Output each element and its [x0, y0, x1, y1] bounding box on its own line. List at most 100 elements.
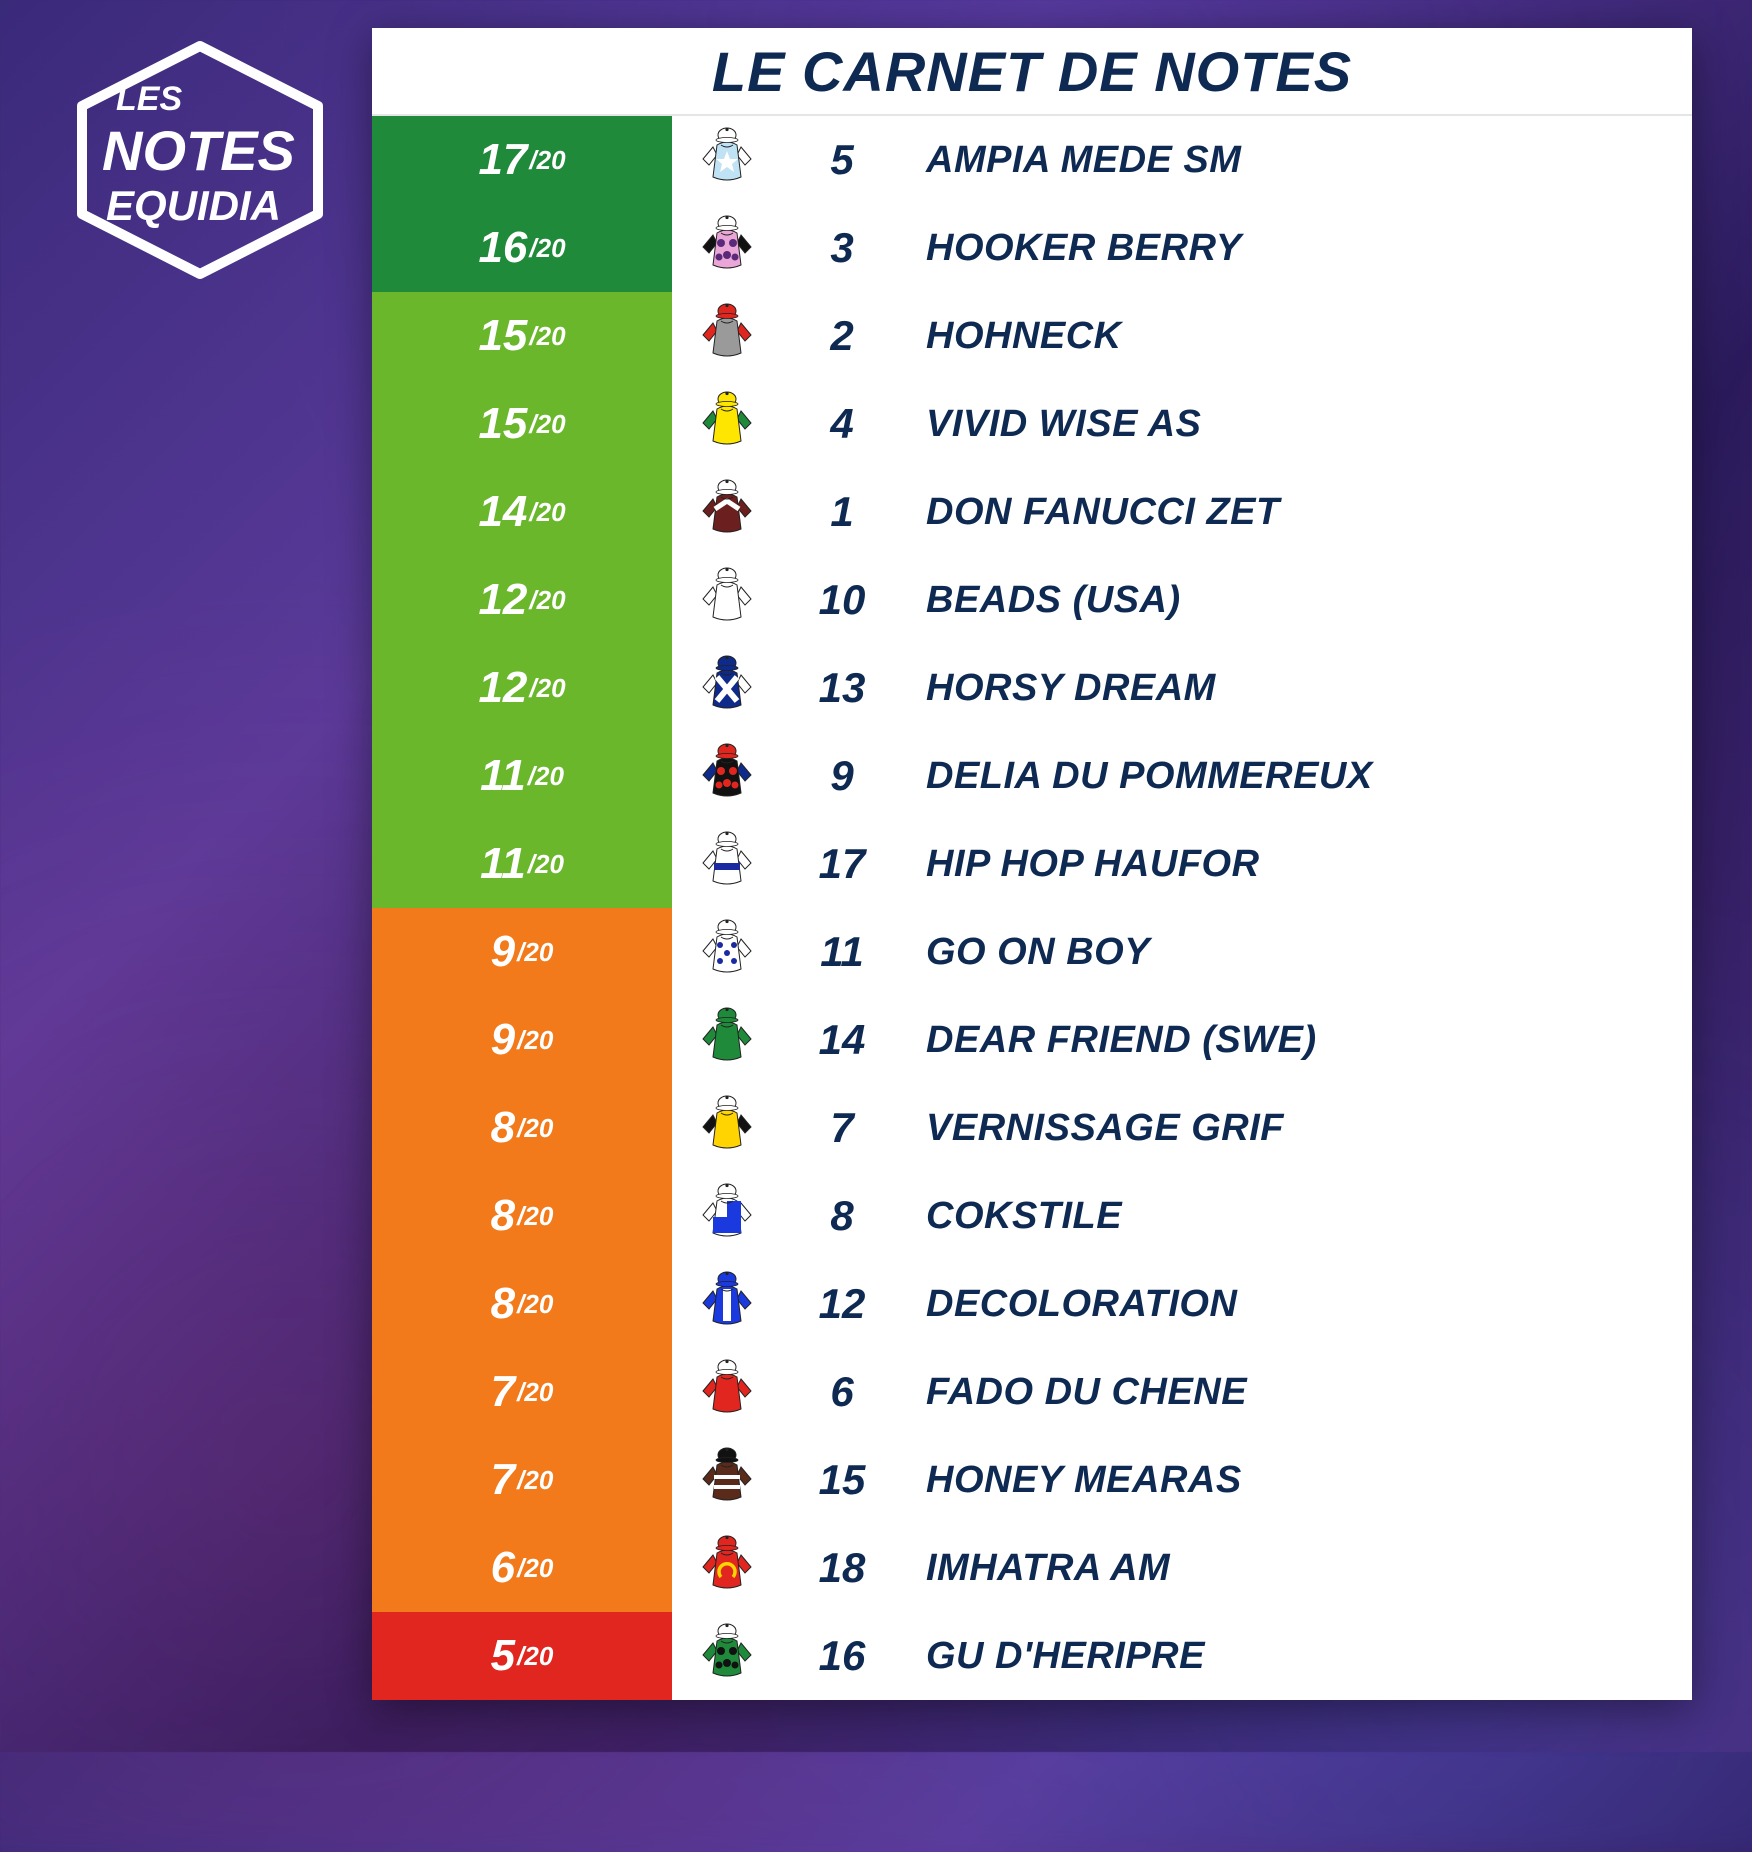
- score-max: /20: [517, 1201, 553, 1232]
- horse-name: HOOKER BERRY: [902, 204, 1692, 292]
- horse-name: DECOLORATION: [902, 1260, 1692, 1348]
- horse-number: 9: [782, 732, 902, 820]
- score-value: 14: [478, 487, 527, 537]
- score-max: /20: [529, 409, 565, 440]
- table-row: 16/20 3HOOKER BERRY: [372, 204, 1692, 292]
- table-row: 12/20 10BEADS (USA): [372, 556, 1692, 644]
- score-value: 8: [491, 1191, 515, 1241]
- table-row: 15/20 2HOHNECK: [372, 292, 1692, 380]
- score-cell: 14/20: [372, 468, 672, 556]
- score-value: 12: [478, 663, 527, 713]
- score-cell: 9/20: [372, 996, 672, 1084]
- horse-number: 1: [782, 468, 902, 556]
- score-max: /20: [529, 585, 565, 616]
- table-row: 8/20 7VERNISSAGE GRIF: [372, 1084, 1692, 1172]
- score-value: 11: [480, 839, 526, 889]
- notes-card: LE CARNET DE NOTES 17/20 5AMPIA MEDE SM1…: [372, 28, 1692, 1700]
- horse-number: 18: [782, 1524, 902, 1612]
- equidia-notes-logo: LES NOTES EQUIDIA: [60, 40, 340, 285]
- jockey-silk-icon: [672, 1348, 782, 1436]
- horse-number: 16: [782, 1612, 902, 1700]
- horse-number: 12: [782, 1260, 902, 1348]
- horse-name: VIVID WISE AS: [902, 380, 1692, 468]
- score-cell: 15/20: [372, 292, 672, 380]
- score-value: 7: [491, 1367, 515, 1417]
- score-cell: 12/20: [372, 556, 672, 644]
- notes-rows: 17/20 5AMPIA MEDE SM16/20 3HOOKER BERRY1…: [372, 116, 1692, 1700]
- score-cell: 11/20: [372, 732, 672, 820]
- logo-line3: EQUIDIA: [106, 182, 281, 230]
- score-value: 6: [491, 1543, 515, 1593]
- table-row: 9/20 11GO ON BOY: [372, 908, 1692, 996]
- score-max: /20: [517, 1377, 553, 1408]
- score-max: /20: [529, 673, 565, 704]
- jockey-silk-icon: [672, 204, 782, 292]
- jockey-silk-icon: [672, 1524, 782, 1612]
- horse-number: 8: [782, 1172, 902, 1260]
- jockey-silk-icon: [672, 732, 782, 820]
- horse-name: GO ON BOY: [902, 908, 1692, 996]
- horse-number: 4: [782, 380, 902, 468]
- jockey-silk-icon: [672, 116, 782, 204]
- score-value: 12: [478, 575, 527, 625]
- score-cell: 8/20: [372, 1084, 672, 1172]
- card-title: LE CARNET DE NOTES: [372, 28, 1692, 116]
- horse-number: 11: [782, 908, 902, 996]
- horse-name: AMPIA MEDE SM: [902, 116, 1692, 204]
- table-row: 7/20 15HONEY MEARAS: [372, 1436, 1692, 1524]
- score-max: /20: [529, 145, 565, 176]
- jockey-silk-icon: [672, 380, 782, 468]
- jockey-silk-icon: [672, 996, 782, 1084]
- horse-name: DELIA DU POMMEREUX: [902, 732, 1692, 820]
- horse-name: DEAR FRIEND (SWE): [902, 996, 1692, 1084]
- score-max: /20: [528, 761, 564, 792]
- jockey-silk-icon: [672, 1260, 782, 1348]
- table-row: 5/20 16GU D'HERIPRE: [372, 1612, 1692, 1700]
- table-row: 14/20 1DON FANUCCI ZET: [372, 468, 1692, 556]
- score-value: 15: [478, 311, 527, 361]
- score-cell: 17/20: [372, 116, 672, 204]
- score-value: 9: [491, 1015, 515, 1065]
- logo-line1: LES: [116, 80, 182, 118]
- table-row: 11/20 9DELIA DU POMMEREUX: [372, 732, 1692, 820]
- table-row: 9/20 14DEAR FRIEND (SWE): [372, 996, 1692, 1084]
- score-value: 8: [491, 1279, 515, 1329]
- table-row: 8/20 12DECOLORATION: [372, 1260, 1692, 1348]
- score-cell: 7/20: [372, 1436, 672, 1524]
- score-max: /20: [517, 1289, 553, 1320]
- horse-name: GU D'HERIPRE: [902, 1612, 1692, 1700]
- table-row: 8/20 8COKSTILE: [372, 1172, 1692, 1260]
- score-cell: 11/20: [372, 820, 672, 908]
- score-cell: 8/20: [372, 1260, 672, 1348]
- table-row: 15/20 4VIVID WISE AS: [372, 380, 1692, 468]
- score-max: /20: [517, 937, 553, 968]
- score-cell: 5/20: [372, 1612, 672, 1700]
- score-value: 17: [478, 135, 527, 185]
- horse-number: 2: [782, 292, 902, 380]
- horse-number: 13: [782, 644, 902, 732]
- score-max: /20: [517, 1465, 553, 1496]
- score-max: /20: [528, 849, 564, 880]
- horse-number: 14: [782, 996, 902, 1084]
- horse-number: 10: [782, 556, 902, 644]
- score-max: /20: [517, 1641, 553, 1672]
- score-value: 16: [478, 223, 527, 273]
- score-value: 15: [478, 399, 527, 449]
- horse-name: DON FANUCCI ZET: [902, 468, 1692, 556]
- horse-name: FADO DU CHENE: [902, 1348, 1692, 1436]
- score-value: 11: [480, 751, 526, 801]
- score-max: /20: [529, 233, 565, 264]
- score-cell: 9/20: [372, 908, 672, 996]
- score-max: /20: [529, 321, 565, 352]
- score-cell: 12/20: [372, 644, 672, 732]
- horse-name: VERNISSAGE GRIF: [902, 1084, 1692, 1172]
- score-max: /20: [517, 1113, 553, 1144]
- horse-number: 15: [782, 1436, 902, 1524]
- horse-name: IMHATRA AM: [902, 1524, 1692, 1612]
- score-value: 9: [491, 927, 515, 977]
- horse-name: HORSY DREAM: [902, 644, 1692, 732]
- horse-name: HONEY MEARAS: [902, 1436, 1692, 1524]
- jockey-silk-icon: [672, 1436, 782, 1524]
- horse-name: BEADS (USA): [902, 556, 1692, 644]
- table-row: 7/20 6FADO DU CHENE: [372, 1348, 1692, 1436]
